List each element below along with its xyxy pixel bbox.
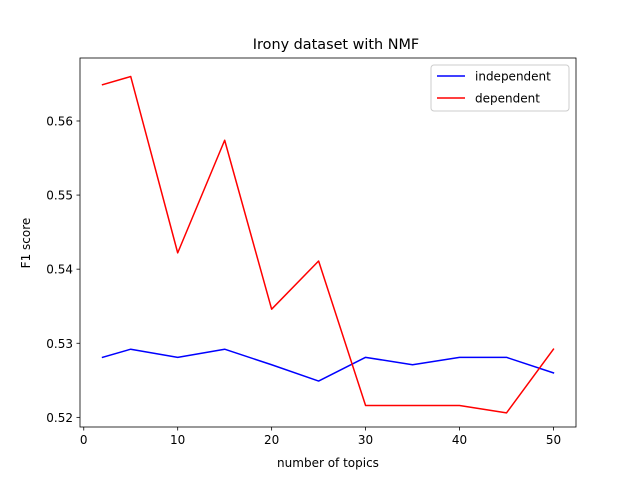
y-tick-label: 0.52 [46, 411, 73, 425]
x-tick-label: 50 [546, 433, 561, 447]
data-point-dependent-20 [271, 308, 273, 310]
data-point-independent-20 [271, 364, 273, 366]
data-point-independent-2 [102, 357, 104, 359]
data-point-independent-35 [412, 364, 414, 366]
legend-box [430, 64, 570, 112]
x-tick-label: 0 [80, 433, 88, 447]
x-tick-label: 30 [358, 433, 373, 447]
data-point-dependent-5 [130, 76, 132, 78]
data-point-independent-50 [553, 372, 555, 374]
x-tick-label: 20 [264, 433, 279, 447]
y-axis-label: F1 score [19, 218, 33, 269]
data-point-independent-45 [506, 357, 508, 359]
data-point-independent-15 [224, 348, 226, 350]
x-tick-label: 40 [452, 433, 467, 447]
y-tick-label: 0.55 [46, 189, 73, 203]
chart-title: Irony dataset with NMF [253, 37, 419, 53]
series-line-dependent [101, 75, 555, 414]
data-point-dependent-35 [412, 405, 414, 407]
y-tick-label: 0.54 [46, 263, 73, 277]
legend-label-dependent: dependent [475, 92, 540, 106]
data-point-dependent-2 [102, 84, 104, 86]
legend-label-independent: independent [475, 70, 551, 84]
data-point-independent-40 [459, 357, 461, 359]
data-point-independent-5 [130, 348, 132, 350]
data-point-independent-10 [177, 357, 179, 359]
data-point-independent-25 [318, 380, 320, 382]
data-point-dependent-50 [553, 348, 555, 350]
data-point-dependent-15 [224, 139, 226, 141]
y-tick-label: 0.56 [46, 114, 73, 128]
plot-area: 0 10 20 30 40 50 0.52 0.53 0.54 0.55 0.56 [46, 57, 577, 447]
data-point-dependent-45 [506, 412, 508, 414]
axes-frame [79, 57, 577, 428]
data-point-dependent-25 [318, 260, 320, 262]
legend: independent dependent [430, 64, 570, 112]
y-tick-label: 0.53 [46, 337, 73, 351]
x-tick-label: 10 [170, 433, 185, 447]
data-point-dependent-30 [365, 405, 367, 407]
series-line-independent [101, 348, 555, 382]
data-point-dependent-10 [177, 252, 179, 254]
data-point-independent-30 [365, 357, 367, 359]
x-axis-label: number of topics [277, 456, 379, 470]
data-point-dependent-40 [459, 405, 461, 407]
